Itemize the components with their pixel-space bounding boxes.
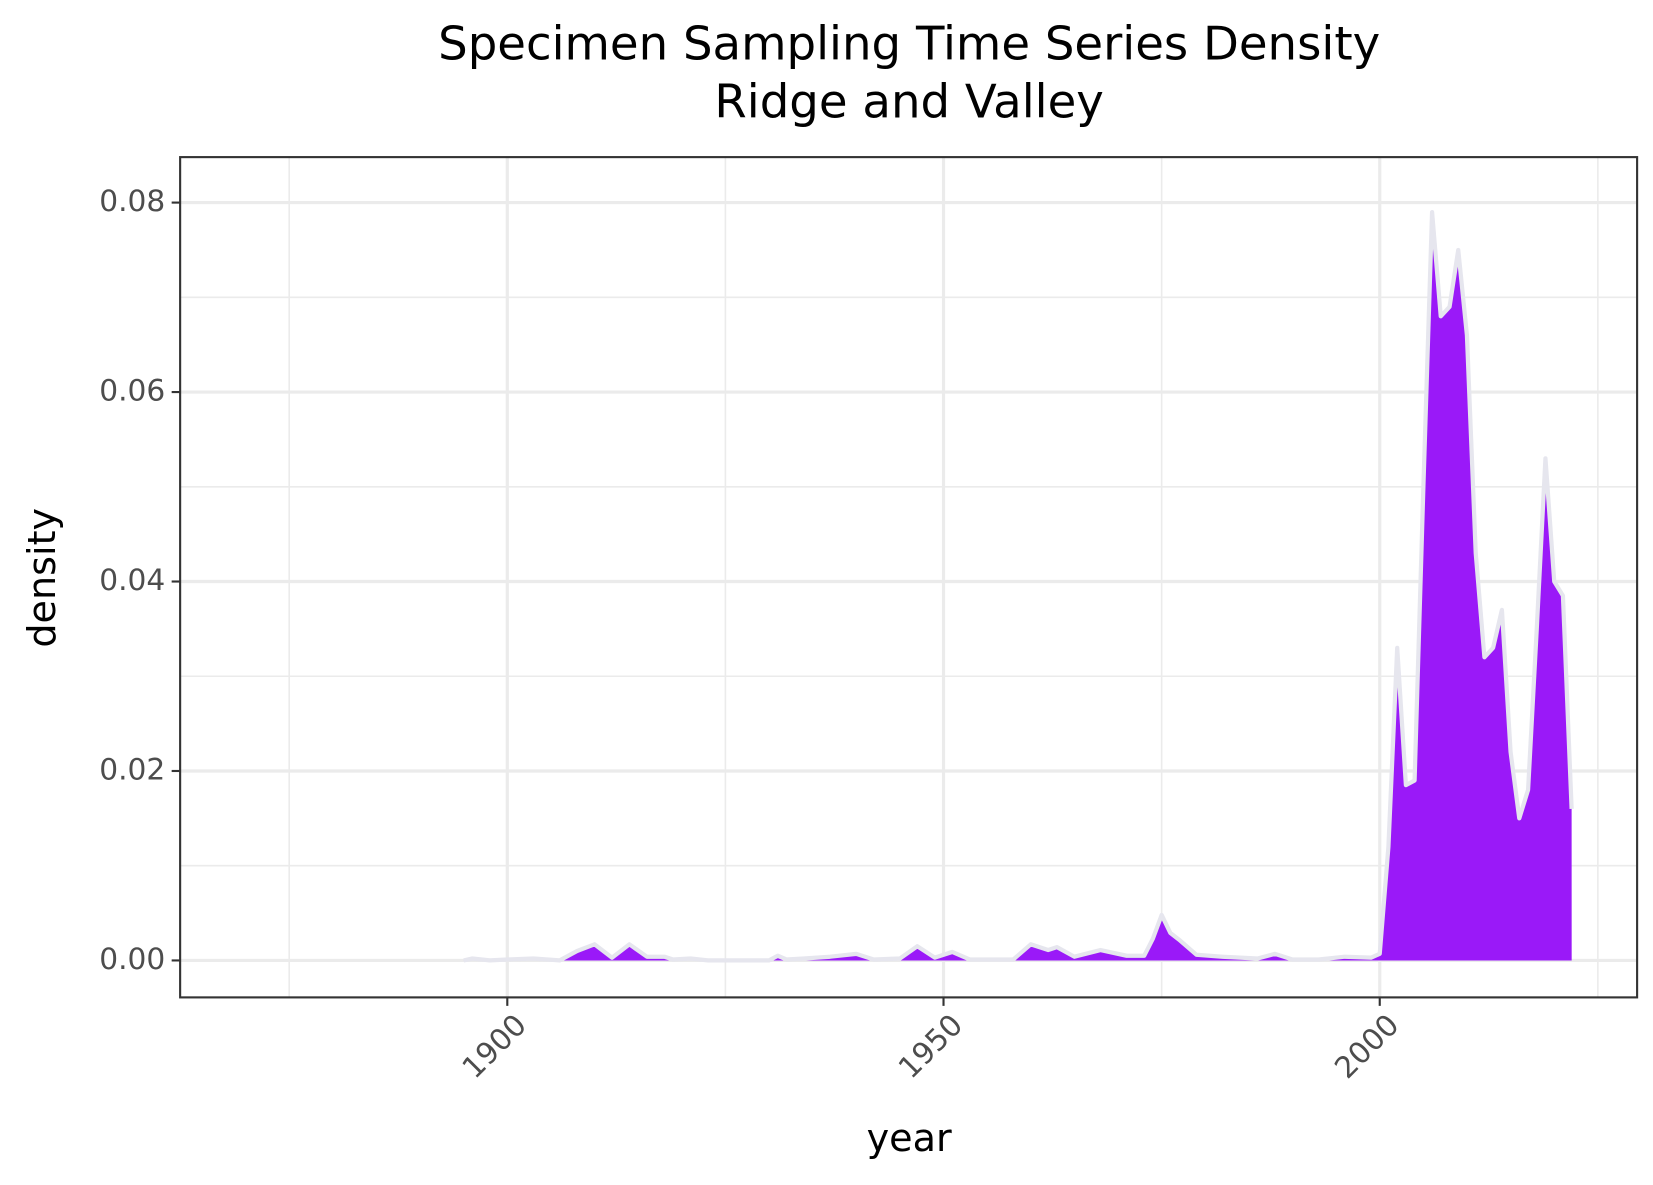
y-axis-title: density (20, 508, 64, 648)
x-tick-label: 2000 (1327, 1007, 1405, 1085)
x-tick-label: 1950 (891, 1007, 969, 1085)
x-axis-title: year (867, 1116, 952, 1160)
density-area (463, 212, 1572, 961)
y-tick-label: 0.06 (99, 373, 165, 408)
y-tick-label: 0.04 (99, 562, 165, 597)
y-tick-label: 0.02 (99, 751, 165, 786)
panel-border (179, 156, 1639, 999)
y-tick-label: 0.08 (99, 183, 165, 218)
chart-title: Specimen Sampling Time Series Density (438, 16, 1380, 70)
density-line (463, 209, 1574, 963)
chart-subtitle: Ridge and Valley (714, 75, 1104, 129)
x-tick-label: 1900 (455, 1007, 533, 1085)
y-tick-label: 0.00 (99, 941, 165, 976)
